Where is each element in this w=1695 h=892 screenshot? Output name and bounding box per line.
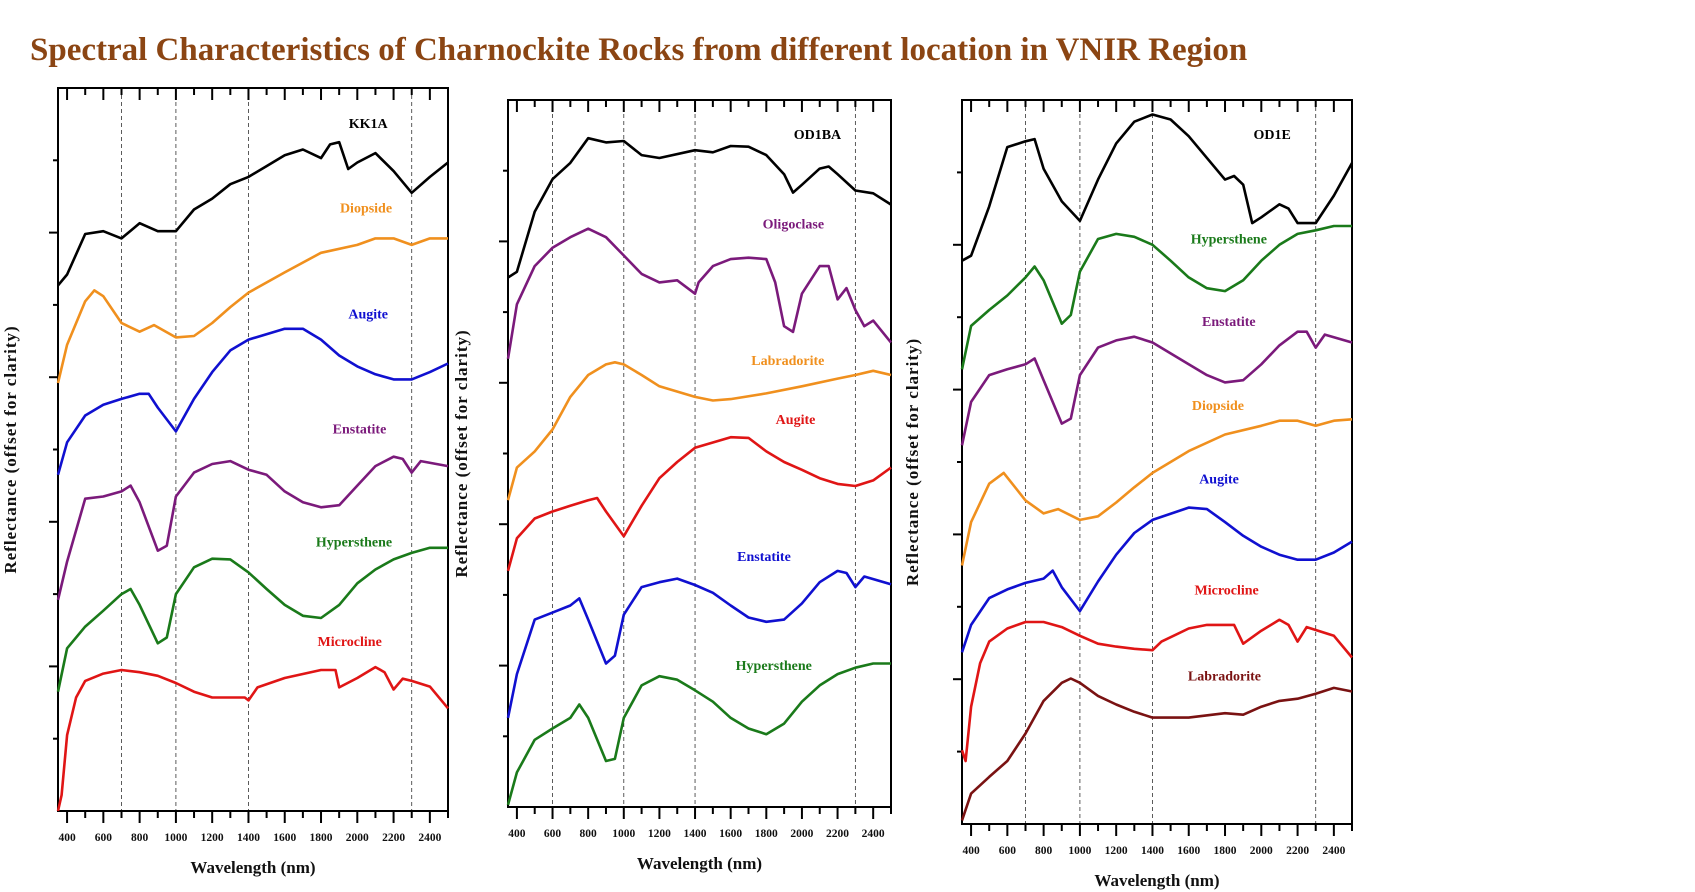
x-tick-label: 2200: [826, 828, 849, 840]
series-line-hypersthene: [56, 546, 448, 692]
x-tick-label: 1600: [273, 832, 296, 844]
chart-panel-1: 400 600 800 1000 1200 1400 1600 1800 2000 2200 240…: [1, 87, 449, 877]
series-line-labradorite: [960, 677, 1353, 821]
series-label: Labradorite: [751, 354, 824, 369]
x-tick-label: 1200: [648, 828, 671, 840]
x-axis-title: Wavelength (nm): [637, 854, 762, 873]
series-line-od1e: [961, 113, 1354, 262]
x-tick-label: 1600: [1177, 845, 1200, 857]
figure-title: Spectral Characteristics of Charnockite …: [30, 32, 1248, 68]
x-tick-label: 400: [962, 845, 980, 857]
x-tick-label: 2400: [418, 832, 441, 844]
series-line-augite: [960, 506, 1353, 653]
series-label: Hypersthene: [736, 659, 812, 674]
x-tick-label: 400: [58, 832, 76, 844]
x-tick-label: 1200: [201, 832, 224, 844]
y-axis-title: Reflectance (offset for clarity): [903, 338, 922, 586]
x-tick-label: 1000: [164, 832, 187, 844]
series-line-enstatite: [960, 330, 1353, 446]
x-tick-label: 2000: [346, 832, 369, 844]
x-tick-label: 1800: [310, 832, 333, 844]
series-line-hypersthene: [960, 224, 1352, 370]
plot-frame: [507, 99, 892, 808]
plot-frame: [57, 87, 449, 812]
series-label: Enstatite: [1202, 315, 1256, 330]
x-tick-label: 2400: [1322, 845, 1345, 857]
series-line-hypersthene: [506, 662, 891, 806]
series-line-kk1a: [57, 140, 449, 287]
x-tick-label: 1000: [1068, 845, 1091, 857]
series-label: Microcline: [318, 635, 382, 650]
series-label: Hypersthene: [316, 535, 392, 550]
series-label: Augite: [776, 413, 816, 428]
x-tick-label: 600: [95, 832, 113, 844]
series-line-microcline: [960, 618, 1353, 763]
series-line-diopside: [56, 237, 448, 384]
x-tick-label: 1000: [612, 828, 635, 840]
series-line-enstatite: [56, 455, 449, 601]
series-label: Hypersthene: [1191, 232, 1267, 247]
series-line-enstatite: [506, 569, 892, 719]
series-line-augite: [506, 435, 892, 572]
x-tick-label: 1400: [237, 832, 260, 844]
x-tick-label: 1600: [719, 828, 742, 840]
x-tick-label: 1800: [1214, 845, 1237, 857]
x-tick-label: 2200: [1286, 845, 1309, 857]
x-tick-label: 800: [580, 828, 598, 840]
series-label: Augite: [348, 308, 388, 323]
y-axis-title: Reflectance (offset for clarity): [1, 325, 20, 573]
series-label: Labradorite: [1188, 670, 1261, 685]
series-line-augite: [56, 327, 449, 476]
series-label: Diopside: [1192, 399, 1244, 414]
series-label: Enstatite: [333, 423, 387, 438]
series-label: Oligoclase: [763, 218, 824, 233]
chart-panel-2: 400 600 800 1000 1200 1400 1600 1800 2000 2200 240…: [452, 99, 893, 873]
y-axis-title: Reflectance (offset for clarity): [452, 329, 471, 577]
x-axis-title: Wavelength (nm): [190, 858, 315, 877]
x-tick-label: 1800: [755, 828, 778, 840]
x-tick-label: 1400: [1141, 845, 1164, 857]
series-label: Enstatite: [737, 550, 791, 565]
x-tick-label: 2000: [790, 828, 813, 840]
series-label: Microcline: [1195, 583, 1259, 598]
series-line-diopside: [960, 418, 1353, 566]
chart-panel-3: 400 600 800 1000 1200 1400 1600 1800 2000 2200 240…: [903, 99, 1354, 890]
series-label: OD1BA: [794, 128, 842, 143]
series-label: Augite: [1199, 473, 1239, 488]
x-tick-label: 400: [508, 828, 526, 840]
x-tick-label: 2400: [862, 828, 885, 840]
series-label: OD1E: [1254, 128, 1291, 143]
x-tick-label: 800: [131, 832, 149, 844]
x-tick-label: 2200: [382, 832, 405, 844]
x-tick-label: 600: [999, 845, 1017, 857]
x-tick-label: 1200: [1105, 845, 1128, 857]
series-label: KK1A: [349, 117, 389, 132]
series-line-labradorite: [506, 361, 892, 501]
series-label: Diopside: [340, 201, 392, 216]
series-line-oligoclase: [506, 227, 893, 360]
x-tick-label: 800: [1035, 845, 1053, 857]
series-line-microcline: [56, 665, 449, 812]
x-tick-label: 2000: [1250, 845, 1273, 857]
x-tick-label: 1400: [684, 828, 707, 840]
series-line-od1ba: [507, 136, 892, 279]
x-axis-title: Wavelength (nm): [1094, 871, 1219, 890]
x-tick-label: 600: [544, 828, 562, 840]
plot-frame: [961, 99, 1353, 825]
